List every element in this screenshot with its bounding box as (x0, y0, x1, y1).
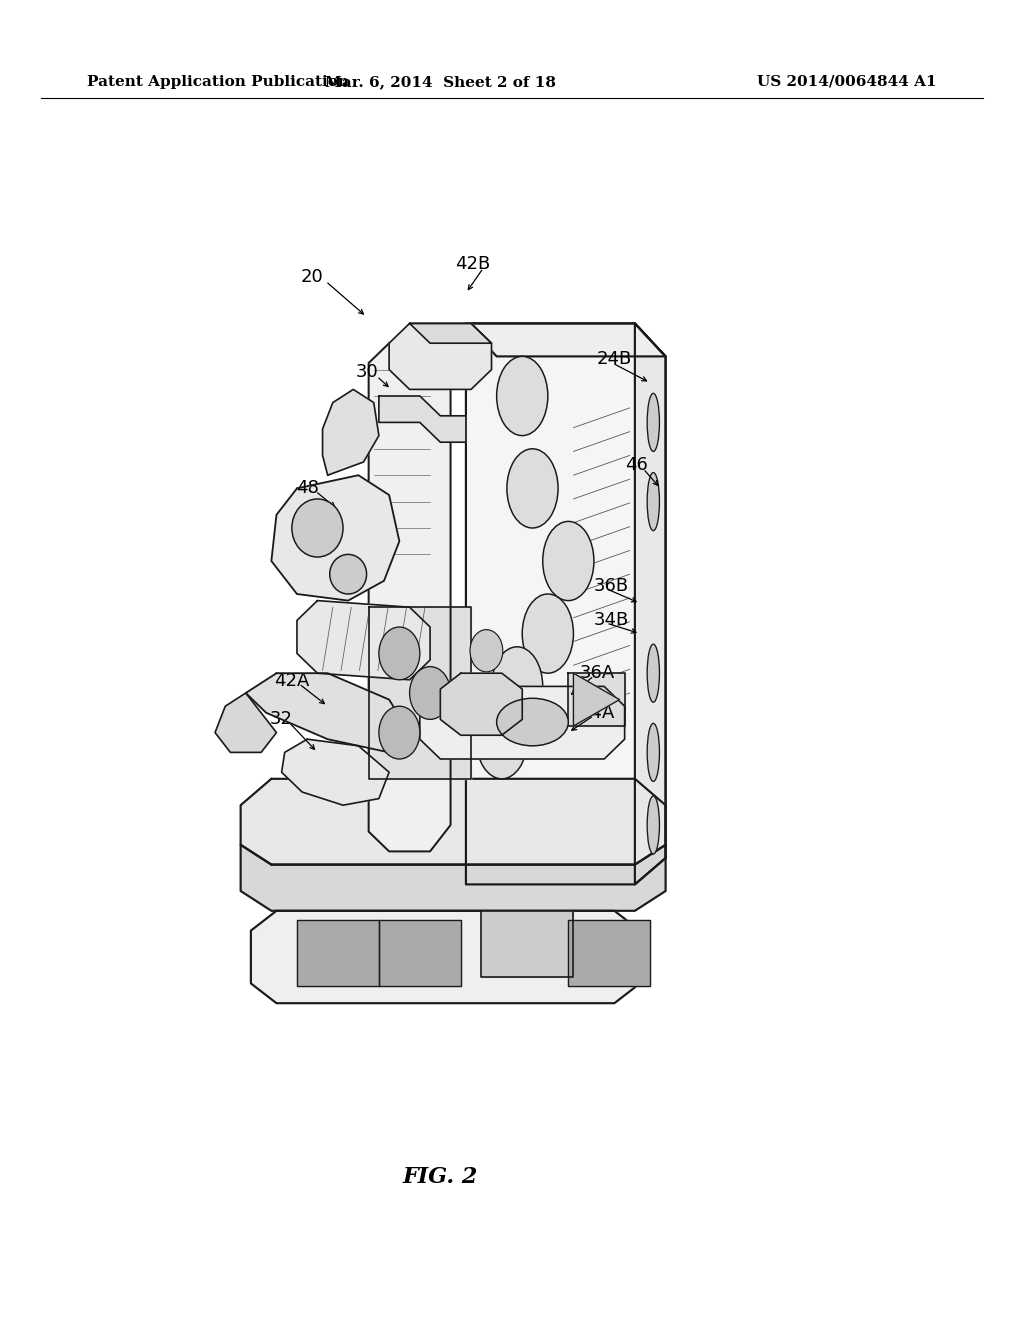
Ellipse shape (476, 700, 527, 779)
Polygon shape (271, 475, 399, 601)
Ellipse shape (492, 647, 543, 726)
Text: 36B: 36B (594, 577, 629, 595)
Polygon shape (481, 911, 573, 977)
Text: 20: 20 (301, 268, 324, 286)
Ellipse shape (497, 356, 548, 436)
Polygon shape (420, 686, 625, 759)
Ellipse shape (379, 706, 420, 759)
Polygon shape (466, 323, 666, 356)
Text: 24B: 24B (597, 350, 632, 368)
Ellipse shape (410, 667, 451, 719)
Ellipse shape (292, 499, 343, 557)
Text: Mar. 6, 2014  Sheet 2 of 18: Mar. 6, 2014 Sheet 2 of 18 (325, 75, 556, 88)
Text: Patent Application Publication: Patent Application Publication (87, 75, 349, 88)
Ellipse shape (647, 723, 659, 781)
Polygon shape (440, 673, 522, 735)
Ellipse shape (485, 688, 518, 730)
Ellipse shape (330, 554, 367, 594)
Polygon shape (573, 673, 620, 726)
Ellipse shape (647, 393, 659, 451)
Polygon shape (246, 673, 410, 752)
Ellipse shape (497, 698, 568, 746)
Polygon shape (369, 343, 451, 851)
Polygon shape (568, 920, 650, 986)
Ellipse shape (647, 473, 659, 531)
Polygon shape (389, 323, 492, 389)
Ellipse shape (470, 630, 503, 672)
Text: 32: 32 (270, 710, 293, 729)
Polygon shape (251, 911, 640, 1003)
Polygon shape (215, 693, 276, 752)
Polygon shape (568, 673, 625, 726)
Polygon shape (241, 845, 666, 911)
Polygon shape (379, 396, 466, 442)
Polygon shape (635, 323, 666, 884)
Ellipse shape (379, 627, 420, 680)
Text: 36A: 36A (580, 664, 614, 682)
Ellipse shape (647, 644, 659, 702)
Text: US 2014/0064844 A1: US 2014/0064844 A1 (758, 75, 937, 88)
Text: 34B: 34B (594, 611, 629, 630)
Text: 30: 30 (355, 363, 378, 381)
Polygon shape (369, 607, 471, 779)
Polygon shape (466, 323, 666, 884)
Polygon shape (241, 779, 666, 865)
Ellipse shape (647, 796, 659, 854)
Ellipse shape (507, 449, 558, 528)
Ellipse shape (543, 521, 594, 601)
Ellipse shape (522, 594, 573, 673)
Text: FIG. 2: FIG. 2 (402, 1167, 478, 1188)
Polygon shape (297, 601, 430, 680)
Polygon shape (282, 739, 389, 805)
Polygon shape (410, 323, 492, 343)
Text: 42B: 42B (456, 255, 490, 273)
Polygon shape (297, 920, 379, 986)
Polygon shape (379, 920, 461, 986)
Text: 34A: 34A (580, 704, 614, 722)
Text: 42A: 42A (274, 672, 309, 690)
Text: 46: 46 (626, 455, 648, 474)
Polygon shape (323, 389, 379, 475)
Text: 48: 48 (296, 479, 318, 498)
